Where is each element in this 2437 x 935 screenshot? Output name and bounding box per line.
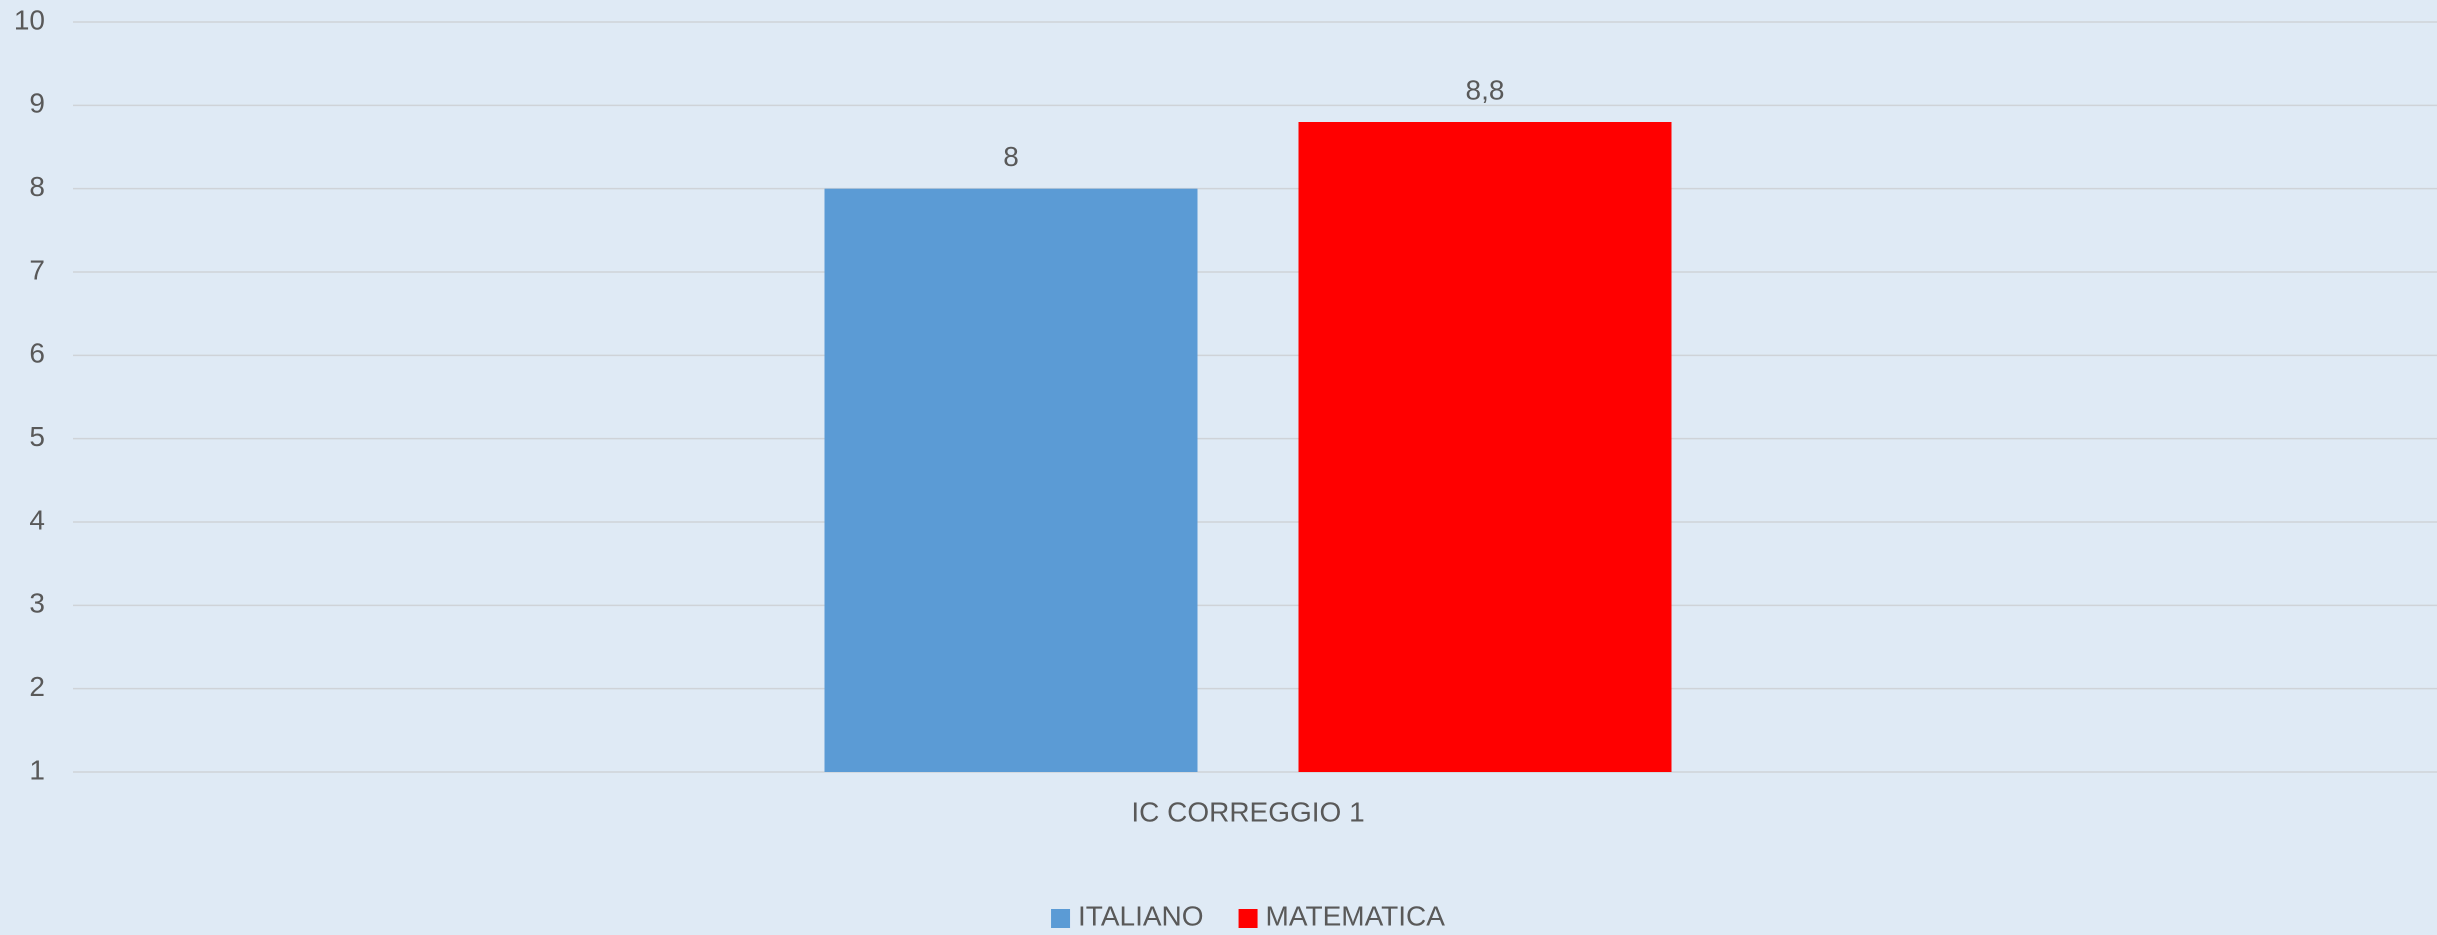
legend-label: ITALIANO (1078, 900, 1204, 931)
x-tick-label: IC CORREGGIO 1 (1131, 796, 1364, 827)
y-tick-label: 8 (29, 171, 45, 202)
legend-swatch (1051, 909, 1071, 928)
y-tick-label: 10 (14, 4, 45, 35)
y-tick-label: 9 (29, 88, 45, 119)
bar (1298, 122, 1672, 772)
y-tick-label: 5 (29, 421, 45, 452)
bar (824, 188, 1198, 772)
legend-swatch (1238, 909, 1258, 928)
value-label: 8,8 (1466, 74, 1505, 105)
legend-label: MATEMATICA (1266, 900, 1446, 931)
y-tick-label: 2 (29, 671, 45, 702)
y-tick-label: 7 (29, 254, 45, 285)
y-tick-label: 1 (29, 754, 45, 785)
y-tick-label: 4 (29, 504, 45, 535)
value-label: 8 (1003, 141, 1019, 172)
y-tick-label: 3 (29, 588, 45, 619)
y-tick-label: 6 (29, 338, 45, 369)
